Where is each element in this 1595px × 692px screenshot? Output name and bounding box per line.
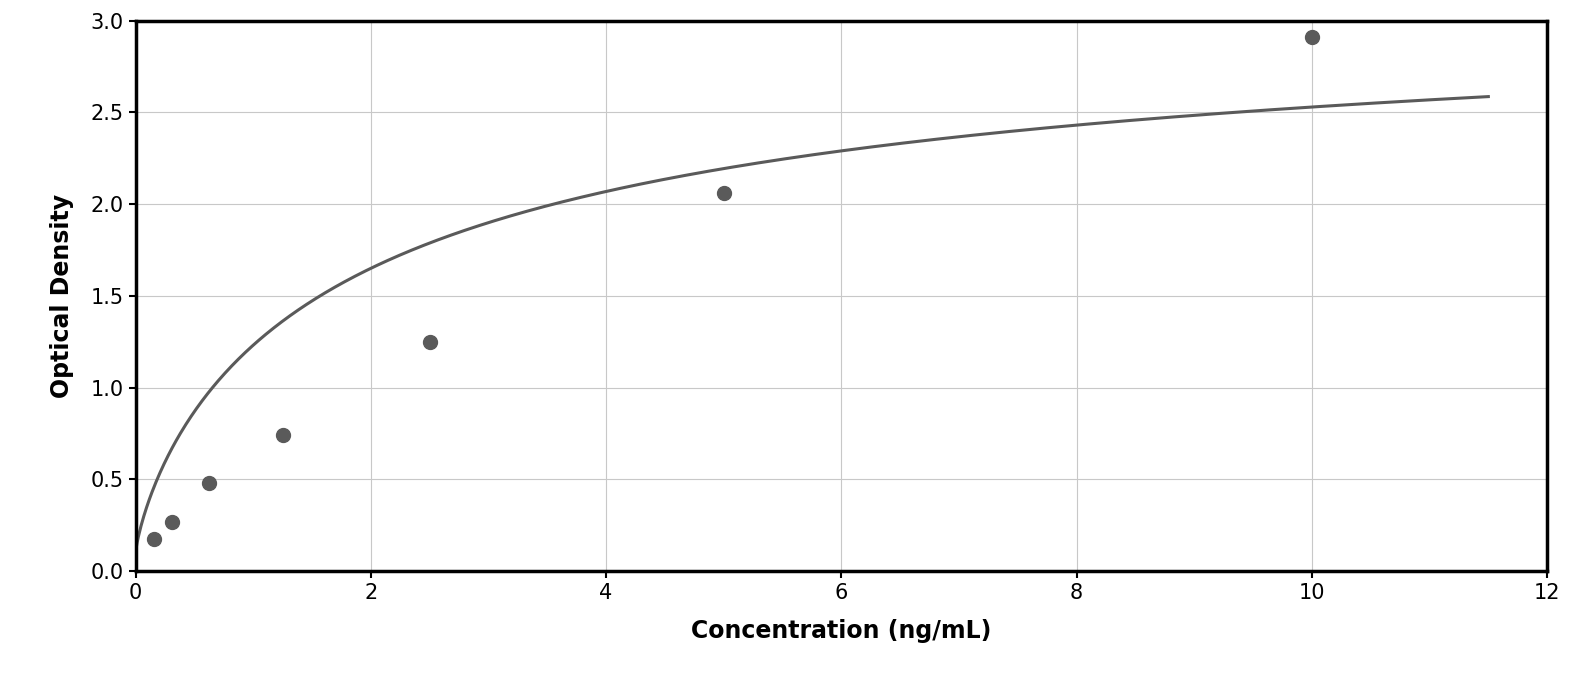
Point [270,430,295,441]
Point [142,534,167,545]
Y-axis label: Optical Density: Optical Density [49,194,73,398]
Point [1298,32,1324,43]
Point [416,336,442,347]
Point [160,517,185,528]
X-axis label: Concentration (ng/mL): Concentration (ng/mL) [691,619,992,644]
Point [711,188,737,199]
Point [196,477,222,489]
